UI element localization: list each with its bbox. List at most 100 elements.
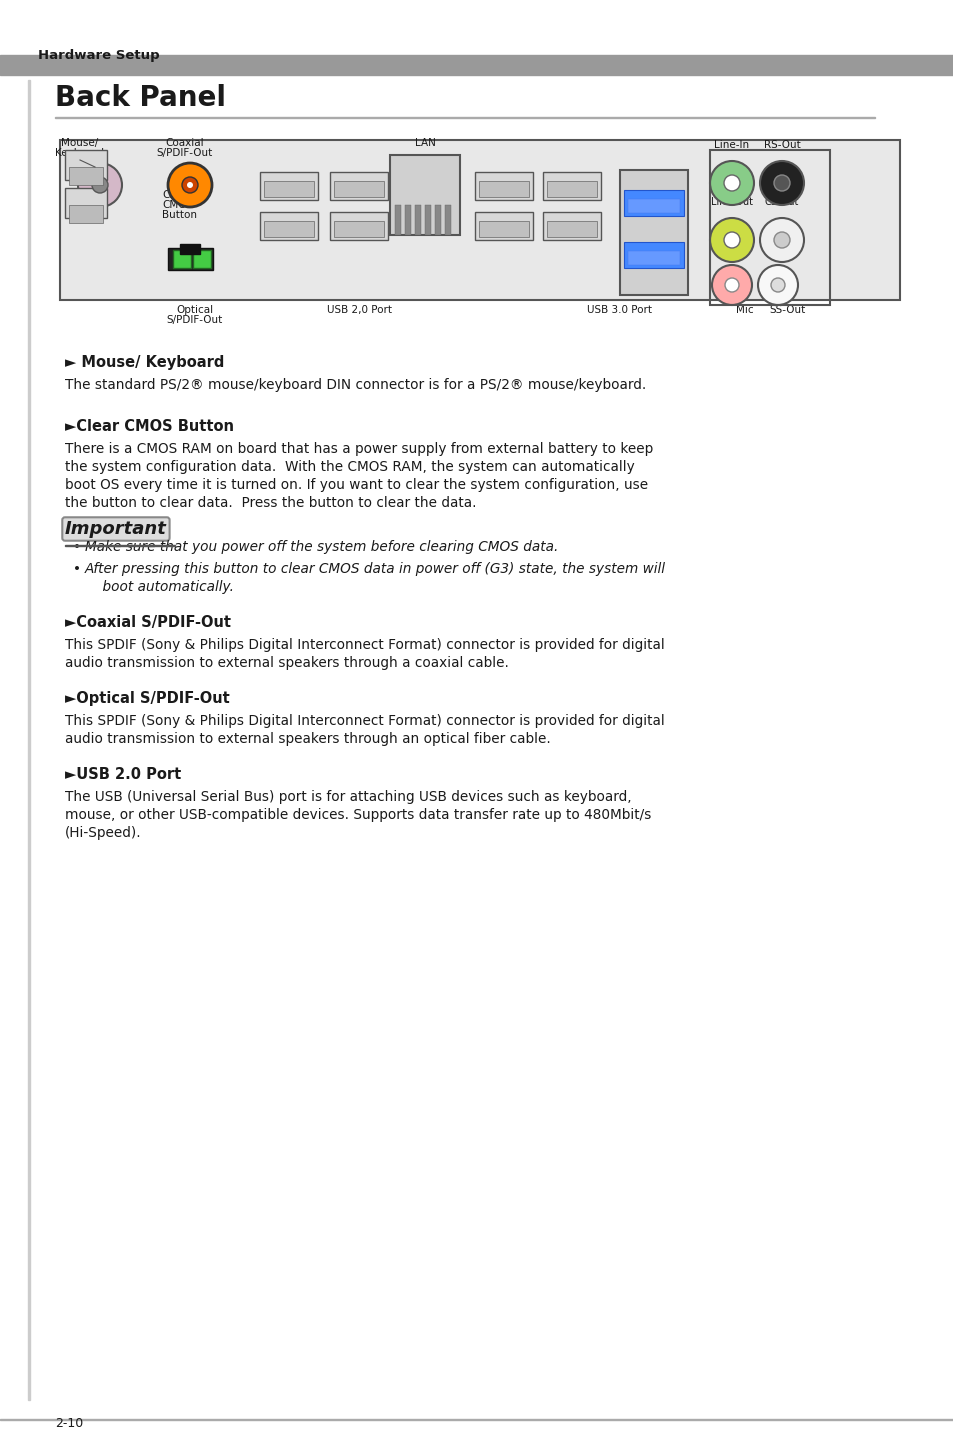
Bar [627, 251, 679, 265]
Text: 2-10: 2-10 [55, 1418, 83, 1431]
Text: ►Coaxial S/PDIF-Out: ►Coaxial S/PDIF-Out [65, 614, 231, 630]
Bar [193, 251, 211, 268]
Text: USB 2,0 Port: USB 2,0 Port [327, 305, 392, 315]
Bar [619, 170, 687, 295]
Bar [709, 150, 829, 305]
Bar [172, 251, 191, 268]
Bar [65, 188, 107, 218]
Circle shape [770, 278, 784, 292]
Bar [55, 116, 874, 117]
Text: SS-Out: SS-Out [769, 305, 805, 315]
Text: •: • [73, 540, 81, 554]
Bar [0, 54, 953, 74]
Bar [475, 212, 533, 241]
Text: LAN: LAN [415, 137, 435, 147]
Bar [260, 212, 317, 241]
Bar [0, 1419, 953, 1421]
Text: RS-Out: RS-Out [762, 140, 800, 150]
Bar [435, 205, 440, 235]
Text: ► Mouse/ Keyboard: ► Mouse/ Keyboard [65, 355, 224, 369]
Text: After pressing this button to clear CMOS data in power off (G3) state, the syste: After pressing this button to clear CMOS… [85, 561, 665, 576]
Bar [475, 172, 533, 200]
Text: the button to clear data.  Press the button to clear the data.: the button to clear data. Press the butt… [65, 495, 476, 510]
Text: Back Panel: Back Panel [55, 84, 226, 112]
Circle shape [760, 218, 803, 262]
Text: boot automatically.: boot automatically. [85, 580, 233, 594]
Circle shape [709, 160, 753, 205]
Text: mouse, or other USB-compatible devices. Supports data transfer rate up to 480Mbi: mouse, or other USB-compatible devices. … [65, 808, 651, 822]
Text: Optical: Optical [176, 305, 213, 315]
Bar [65, 150, 107, 180]
Text: There is a CMOS RAM on board that has a power supply from external battery to ke: There is a CMOS RAM on board that has a … [65, 442, 653, 455]
Bar [60, 140, 899, 299]
Text: The standard PS/2® mouse/keyboard DIN connector is for a PS/2® mouse/keyboard.: The standard PS/2® mouse/keyboard DIN co… [65, 378, 645, 392]
Circle shape [709, 218, 753, 262]
Bar [395, 205, 400, 235]
Circle shape [723, 232, 740, 248]
Circle shape [724, 278, 739, 292]
Text: Mouse/: Mouse/ [61, 137, 98, 147]
Bar [623, 242, 683, 268]
Bar [264, 221, 314, 238]
Bar [69, 205, 103, 223]
Circle shape [758, 265, 797, 305]
Circle shape [91, 178, 108, 193]
Bar [546, 221, 597, 238]
Text: •: • [73, 561, 81, 576]
Text: Line-In: Line-In [714, 140, 749, 150]
Bar [623, 190, 683, 216]
Bar [542, 172, 600, 200]
Bar [264, 180, 314, 198]
Bar [330, 212, 388, 241]
Bar [334, 180, 384, 198]
Text: the system configuration data.  With the CMOS RAM, the system can automatically: the system configuration data. With the … [65, 460, 634, 474]
Text: Mic: Mic [736, 305, 753, 315]
Circle shape [182, 178, 198, 193]
Bar [260, 172, 317, 200]
Text: This SPDIF (Sony & Philips Digital Interconnect Format) connector is provided fo: This SPDIF (Sony & Philips Digital Inter… [65, 715, 664, 727]
Circle shape [760, 160, 803, 205]
Bar [180, 243, 200, 253]
Text: S/PDIF-Out: S/PDIF-Out [167, 315, 223, 325]
Text: boot OS every time it is turned on. If you want to clear the system configuratio: boot OS every time it is turned on. If y… [65, 478, 647, 493]
Circle shape [773, 175, 789, 190]
Bar [542, 212, 600, 241]
Text: This SPDIF (Sony & Philips Digital Interconnect Format) connector is provided fo: This SPDIF (Sony & Philips Digital Inter… [65, 639, 664, 652]
Text: Coaxial: Coaxial [166, 137, 204, 147]
Circle shape [168, 163, 212, 208]
Text: USB 3.0 Port: USB 3.0 Port [587, 305, 652, 315]
Text: Important: Important [65, 520, 167, 538]
Text: CS-Out: CS-Out [764, 198, 799, 208]
Bar [627, 199, 679, 213]
Bar [168, 248, 213, 271]
Bar [424, 205, 431, 235]
Circle shape [78, 163, 122, 208]
Bar [334, 221, 384, 238]
Bar [65, 544, 174, 546]
Text: S/PDIF-Out: S/PDIF-Out [156, 147, 213, 158]
Text: Line-Out: Line-Out [710, 198, 752, 208]
Circle shape [711, 265, 751, 305]
Text: ►Clear CMOS Button: ►Clear CMOS Button [65, 420, 233, 434]
Bar [330, 172, 388, 200]
Text: The USB (Universal Serial Bus) port is for attaching USB devices such as keyboar: The USB (Universal Serial Bus) port is f… [65, 790, 631, 803]
Bar [478, 221, 529, 238]
Bar [28, 80, 30, 1400]
Bar [390, 155, 459, 235]
Text: audio transmission to external speakers through an optical fiber cable.: audio transmission to external speakers … [65, 732, 550, 746]
Bar [405, 205, 411, 235]
Text: ►USB 2.0 Port: ►USB 2.0 Port [65, 768, 181, 782]
Circle shape [773, 232, 789, 248]
Text: audio transmission to external speakers through a coaxial cable.: audio transmission to external speakers … [65, 656, 508, 670]
Text: Hardware Setup: Hardware Setup [38, 49, 159, 62]
Bar [546, 180, 597, 198]
Text: Button: Button [162, 211, 196, 221]
Bar [478, 180, 529, 198]
Circle shape [723, 175, 740, 190]
Text: ►Optical S/PDIF-Out: ►Optical S/PDIF-Out [65, 692, 230, 706]
Text: (Hi-Speed).: (Hi-Speed). [65, 826, 141, 841]
Bar [69, 168, 103, 185]
Bar [415, 205, 420, 235]
Circle shape [187, 182, 193, 188]
Text: Keyboard: Keyboard [55, 147, 105, 158]
